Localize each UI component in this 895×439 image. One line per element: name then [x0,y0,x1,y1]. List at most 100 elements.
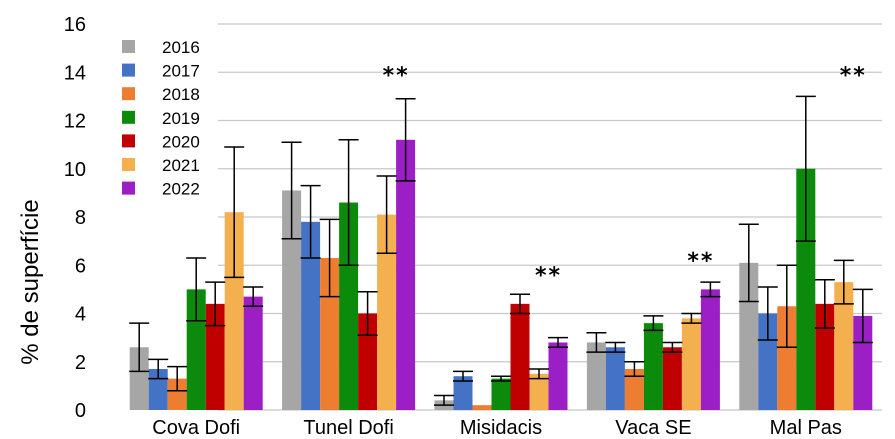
error-bar [205,281,226,327]
legend-item-2016: 2016 [122,38,200,57]
legend-item-2022: 2022 [122,180,200,199]
x-category-label: Cova Dofi [152,417,240,439]
error-bar [833,259,854,305]
error-bar [529,368,549,380]
legend-swatch [122,110,135,124]
bar-2016-cova-dofi [129,347,149,410]
error-bar [681,312,702,324]
error-bar [700,281,721,298]
legend-label: 2019 [162,109,200,128]
legend-label: 2017 [162,62,200,81]
legend: 2016 2017 2018 2019 2020 2021 2022 [122,38,200,199]
error-bar [643,315,664,332]
y-axis-label: % de superfície [17,199,44,364]
legend-label: 2022 [162,180,200,199]
significance-marker: ** [383,63,410,88]
bar-2020-misidacis [510,303,530,410]
error-bar [548,336,568,349]
error-bar [776,264,797,349]
legend-swatch [122,181,135,195]
bar-2018-mal-pas [777,306,797,410]
legend-item-2021: 2021 [122,156,200,175]
error-bar [510,293,530,315]
y-tick-label: 6 [75,255,86,277]
bar-2022-misidacis [548,342,568,410]
bars [129,139,873,411]
y-tick-label: 14 [64,62,86,84]
legend-swatch [122,158,135,171]
bar-2021-misidacis [529,373,549,410]
bar-2017-tunel-dofi [301,221,321,410]
y-tick-labels: 0 2 4 6 8 10 12 14 16 [64,14,86,422]
y-tick-label: 12 [64,111,86,133]
bar-2017-vaca-se [605,347,625,410]
error-bar [605,341,626,353]
significance-marker: ** [535,263,562,288]
bar-2019-vaca-se [643,323,663,410]
x-category-label: Tunel Dofi [303,417,393,439]
x-category-label: Vaca SE [615,417,691,439]
error-bar [662,341,683,353]
bar-2019-cova-dofi [186,289,206,410]
bar-2016-tunel-dofi [282,190,302,410]
error-bar [129,322,150,373]
legend-swatch [122,40,135,53]
error-bar [243,286,264,308]
x-category-label: Mal Pas [770,417,842,439]
legend-item-2017: 2017 [122,62,200,81]
significance-annotations: ** ** ** ** [383,63,867,288]
error-bar [453,370,473,382]
y-tick-label: 0 [75,400,86,422]
legend-swatch [122,87,135,101]
legend-item-2018: 2018 [122,85,200,104]
bar-2016-mal-pas [739,262,759,410]
legend-label: 2016 [162,38,200,57]
y-tick-label: 8 [75,207,86,229]
error-bar [167,365,188,392]
error-bar [434,394,454,406]
y-tick-label: 4 [75,304,86,326]
error-bar [491,375,511,382]
bar-2022-mal-pas [853,315,873,410]
error-bar [738,223,759,303]
error-bar [395,98,416,182]
error-bars [129,95,873,406]
legend-swatch [122,63,135,77]
legend-item-2020: 2020 [122,132,200,151]
error-bar [814,278,835,329]
error-bar [357,291,378,336]
error-bar [338,139,359,266]
error-bar [624,361,645,377]
y-tick-label: 16 [64,14,86,36]
error-bar [224,146,245,279]
error-bar [186,257,207,322]
error-bar [852,288,873,344]
y-tick-label: 10 [64,159,86,181]
error-bar [757,286,778,341]
bar-2017-mal-pas [758,313,778,410]
bar-2016-vaca-se [586,342,606,410]
y-tick-label: 2 [75,352,86,374]
significance-marker: ** [840,63,867,88]
bar-2018-cova-dofi [167,378,187,410]
bar-2019-mal-pas [796,168,816,410]
x-category-labels: Cova Dofi Tunel Dofi Misidacis Vaca SE Mal P… [152,417,842,439]
x-category-label: Misidacis [460,417,542,439]
bar-2022-vaca-se [700,289,720,410]
bar-2020-mal-pas [815,303,835,410]
error-bar [376,175,397,254]
legend-swatch [122,134,135,148]
bar-2019-tunel-dofi [339,202,359,410]
bar-2020-cova-dofi [205,303,225,410]
error-bar [300,184,321,259]
legend-label: 2020 [162,132,200,151]
bar-2020-vaca-se [662,347,682,410]
bar-2021-mal-pas [834,282,854,410]
bar-2021-tunel-dofi [377,214,397,410]
bar-2021-vaca-se [681,318,701,410]
error-bar [586,332,607,353]
bar-2022-tunel-dofi [396,139,416,411]
bar-2021-cova-dofi [224,212,244,410]
legend-label: 2021 [162,156,200,175]
